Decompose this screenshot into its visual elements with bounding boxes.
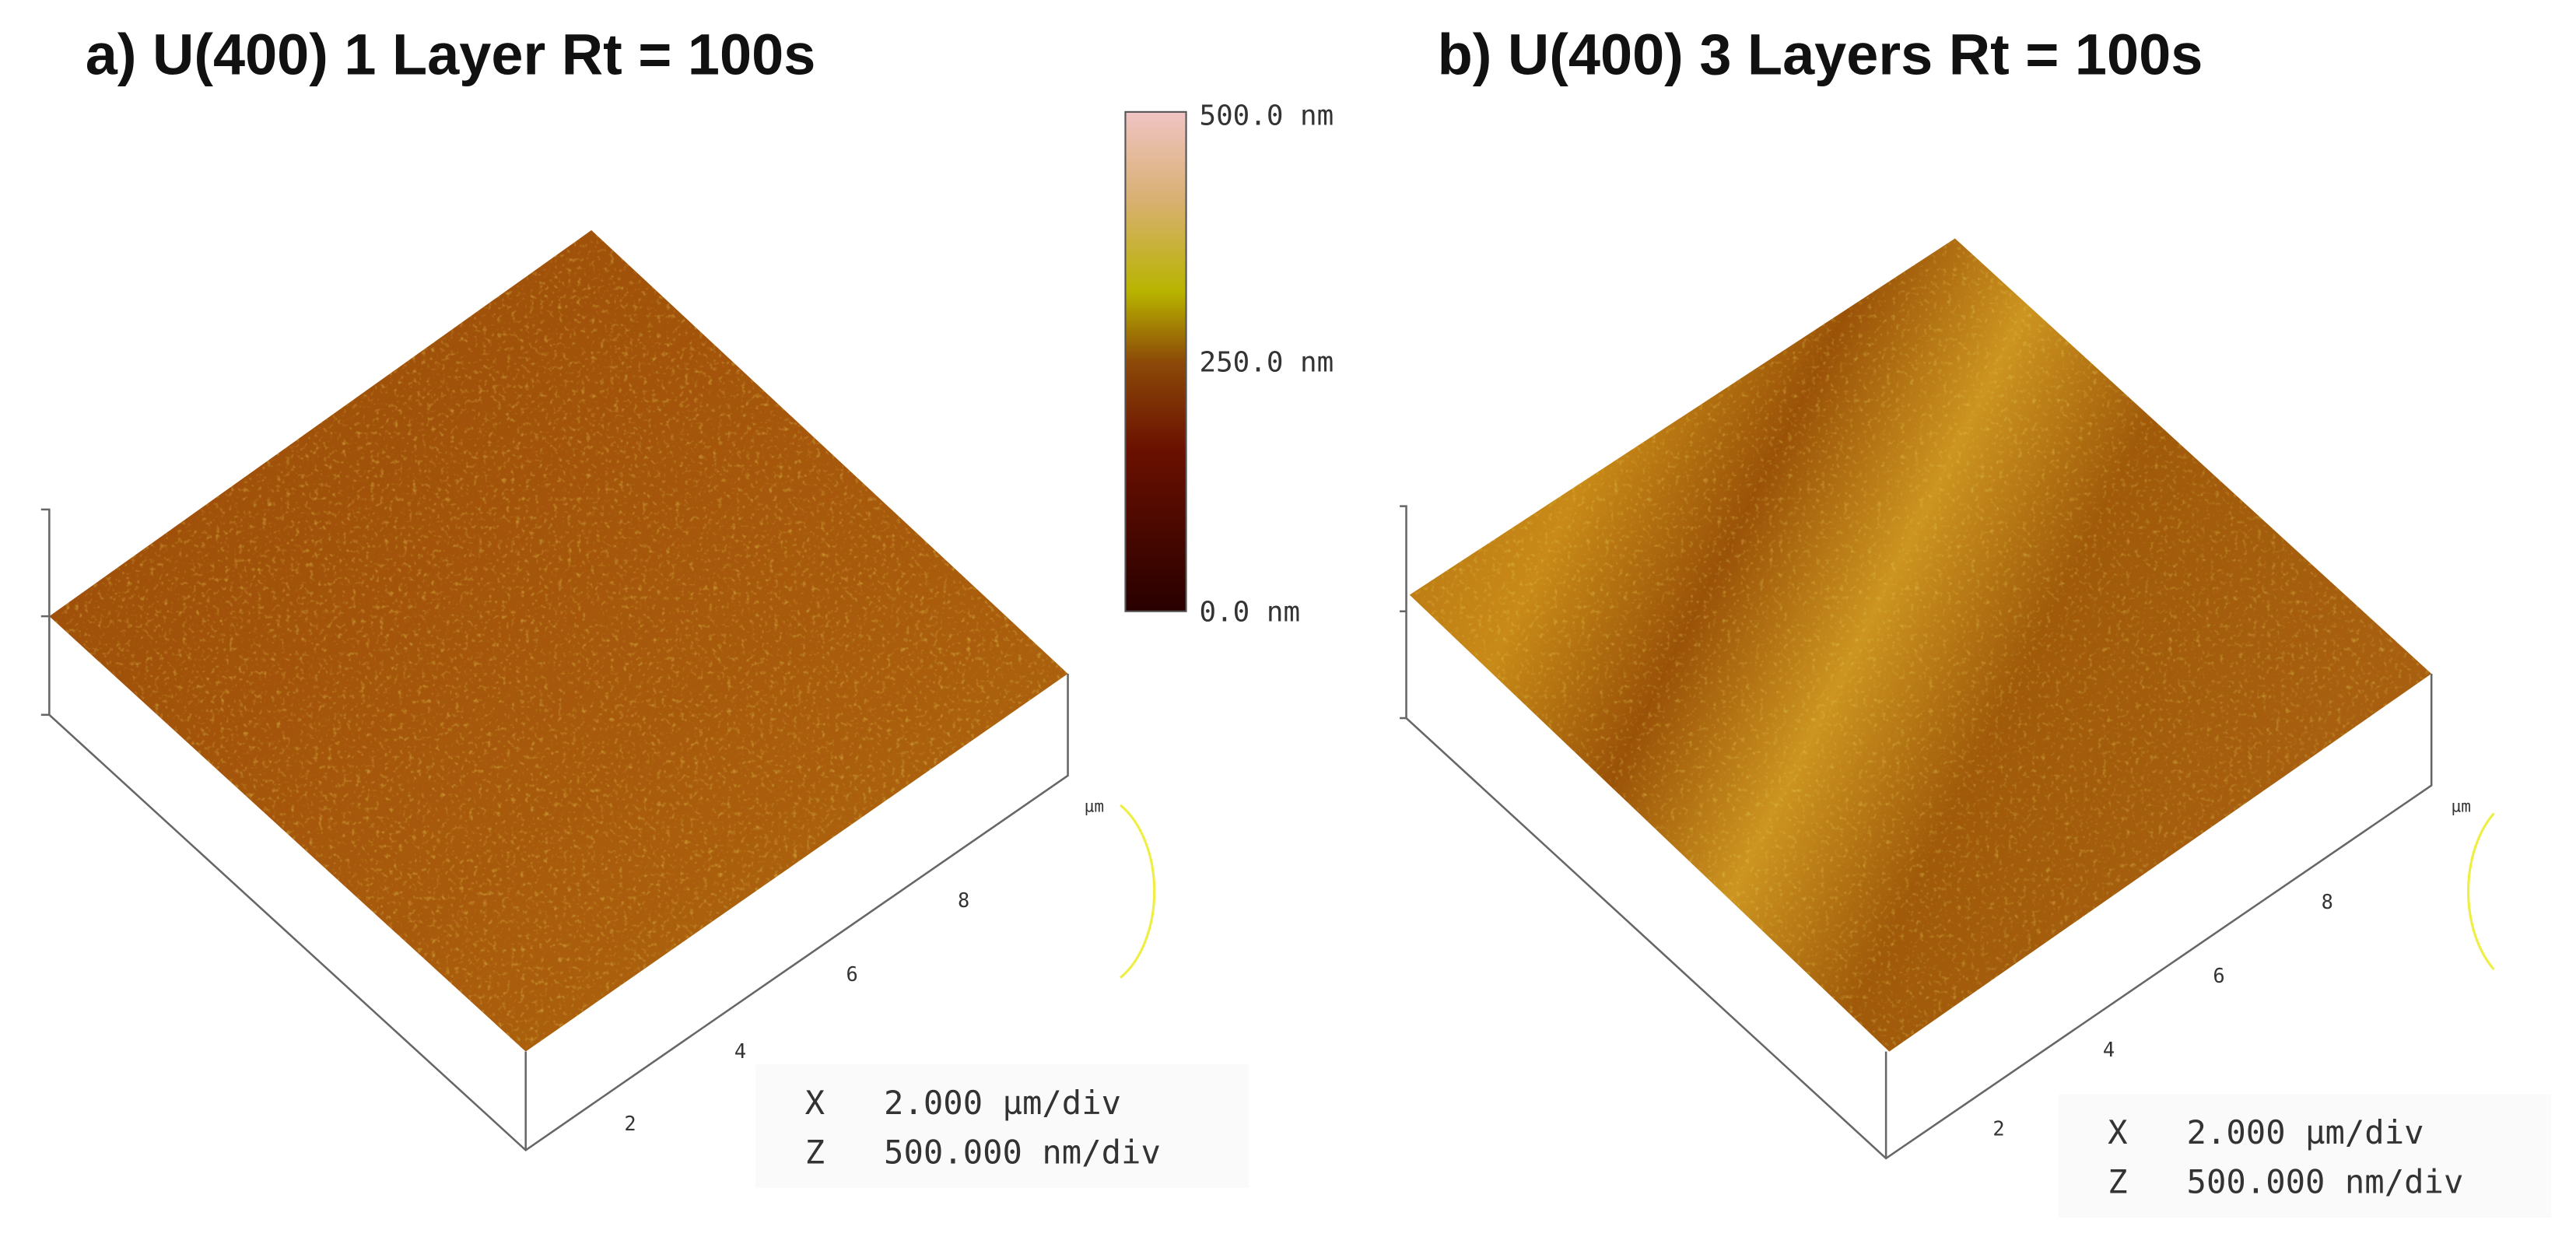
axis-tick-label: 6 — [846, 962, 857, 986]
scale-value: 500.000 nm/div — [2187, 1162, 2464, 1200]
axis-unit: µm — [2452, 796, 2471, 815]
scale-box — [2058, 1094, 2552, 1218]
surface-b — [1400, 238, 2495, 1160]
axis-tick-label: 8 — [2322, 890, 2333, 913]
panel-title: b) U(400) 3 Layers Rt = 100s — [1438, 22, 2203, 86]
scale-axis: X — [805, 1084, 825, 1122]
axis-tick-label: 8 — [958, 888, 969, 912]
scale-value: 2.000 µm/div — [884, 1084, 1121, 1122]
colorbar — [1124, 110, 1187, 612]
axis-unit: µm — [1085, 796, 1104, 815]
scale-box — [755, 1064, 1249, 1188]
axis-tick-label: 2 — [624, 1112, 636, 1135]
panel-title: a) U(400) 1 Layer Rt = 100s — [86, 22, 816, 86]
scale-axis: Z — [805, 1133, 825, 1171]
scale-axis: X — [2108, 1113, 2128, 1151]
surface-a — [40, 230, 1156, 1151]
scale-value: 2.000 µm/div — [2187, 1113, 2424, 1151]
colorbar-label: 250.0 nm — [1199, 346, 1334, 378]
scale-axis: Z — [2108, 1162, 2127, 1200]
axis-tick-label: 4 — [734, 1039, 746, 1063]
colorbar-label: 0.0 nm — [1199, 596, 1300, 628]
axis-tick-label: 6 — [2213, 964, 2224, 987]
axis-tick-label: 2 — [1992, 1116, 2004, 1140]
scale-value: 500.000 nm/div — [884, 1133, 1161, 1171]
axis-tick-label: 4 — [2103, 1038, 2115, 1061]
colorbar-label: 500.0 nm — [1199, 100, 1334, 132]
